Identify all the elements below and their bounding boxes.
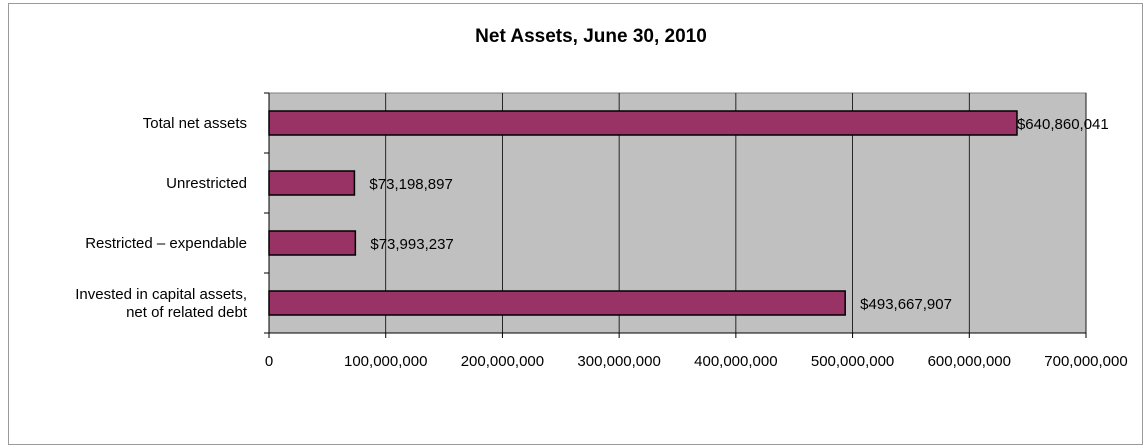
data-label: $493,667,907 xyxy=(860,296,952,313)
category-label: Restricted – expendable xyxy=(85,235,247,252)
x-tick-label: 100,000,000 xyxy=(344,353,427,370)
data-label: $73,198,897 xyxy=(369,176,452,193)
category-label: Invested in capital assets, net of relate… xyxy=(75,286,248,321)
x-tick-label: 700,000,000 xyxy=(1044,353,1127,370)
data-label: $640,860,041 xyxy=(1017,116,1109,133)
bars xyxy=(268,110,1018,316)
x-tick-label: 500,000,000 xyxy=(811,353,894,370)
x-tick-label: 0 xyxy=(265,353,273,370)
data-label: $73,993,237 xyxy=(370,236,453,253)
labels: 0 100,000,000 200,000,000 300,000,000 400,00… xyxy=(75,115,1127,370)
category-label: Unrestricted xyxy=(166,175,247,192)
chart-frame: Net Assets, June 30, 2010 0 100,000,000 20… xyxy=(8,3,1143,445)
bar-chart: Net Assets, June 30, 2010 0 100,000,000 20… xyxy=(75,26,1127,370)
bar xyxy=(268,290,846,316)
x-tick-label: 300,000,000 xyxy=(577,353,660,370)
x-tick-label: 200,000,000 xyxy=(461,353,544,370)
x-tick-label: 600,000,000 xyxy=(928,353,1011,370)
bar xyxy=(268,170,356,196)
category-label: Total net assets xyxy=(143,115,247,132)
bar xyxy=(268,230,357,256)
bar xyxy=(268,110,1018,136)
chart-title: Net Assets, June 30, 2010 xyxy=(475,26,707,47)
x-tick-label: 400,000,000 xyxy=(694,353,777,370)
